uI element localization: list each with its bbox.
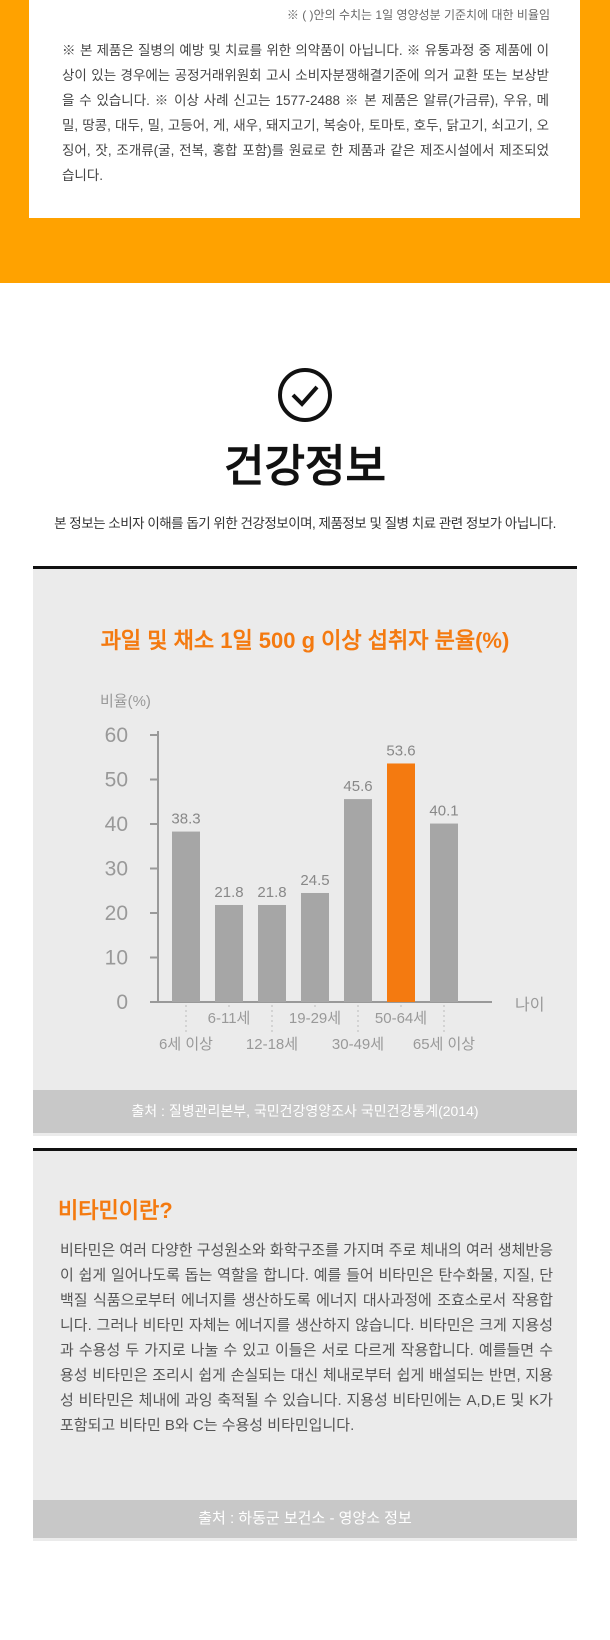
bar — [258, 904, 286, 1002]
x-tick-label: 6-11세 — [208, 1010, 251, 1027]
notice-text: ※ 본 제품은 질병의 예방 및 치료를 위한 의약품이 아닙니다. ※ 유통과… — [62, 43, 549, 183]
y-tick-label: 60 — [105, 724, 128, 747]
bar — [301, 892, 329, 1002]
health-title: 건강정보 — [224, 442, 386, 491]
chart: 과일 및 채소 1일 500 g 이상 섭취자 분율(%) 비율(%) 나이 0 10 2… — [100, 628, 544, 1053]
x-axis-label: 나이 — [515, 996, 544, 1014]
y-tick-label: 40 — [105, 813, 128, 836]
chart-source: 출처 : 질병관리본부, 국민건강영양조사 국민건강통계(2014) — [33, 1090, 577, 1133]
x-tick-label: 50-64세 — [375, 1010, 427, 1027]
vitamin-text: 비타민은 여러 다양한 구성원소와 화학구조를 가지며 주로 체내의 여러 생체… — [60, 1242, 553, 1434]
vitamin-panel — [33, 1148, 577, 1541]
notice-note: ※ ( )안의 수치는 1일 영양성분 기준치에 대한 비율임 — [286, 8, 550, 22]
value-label: 21.8 — [257, 884, 286, 901]
y-axis-label: 비율(%) — [100, 693, 151, 710]
value-label: 38.3 — [171, 811, 200, 828]
notice-box — [29, 0, 580, 218]
value-label: 53.6 — [386, 742, 415, 759]
x-tick-label: 19-29세 — [289, 1010, 341, 1027]
chart-title: 과일 및 채소 1일 500 g 이상 섭취자 분율(%) — [101, 628, 510, 653]
bar — [387, 763, 415, 1002]
bar — [215, 904, 243, 1002]
bar — [430, 823, 458, 1002]
value-label: 24.5 — [300, 872, 329, 889]
y-tick-label: 10 — [105, 947, 128, 970]
bar — [172, 831, 200, 1002]
x-tick-label: 12-18세 — [246, 1036, 298, 1053]
vitamin-source: 출처 : 하동군 보건소 - 영양소 정보 — [33, 1500, 577, 1538]
value-label: 45.6 — [343, 778, 372, 795]
x-tick-label: 65세 이상 — [413, 1036, 475, 1053]
y-tick-label: 50 — [105, 769, 128, 792]
bar — [344, 799, 372, 1002]
x-tick-label: 6세 이상 — [159, 1036, 213, 1053]
vitamin-title: 비타민이란? — [58, 1198, 173, 1223]
x-tick-label: 30-49세 — [332, 1036, 384, 1053]
chart-panel — [33, 566, 577, 1136]
check-icon — [278, 368, 332, 422]
y-tick-label: 0 — [116, 991, 128, 1014]
health-subtitle: 본 정보는 소비자 이해를 돕기 위한 건강정보이며, 제품정보 및 질병 치료… — [54, 516, 556, 531]
value-label: 21.8 — [214, 884, 243, 901]
y-tick-label: 30 — [105, 858, 128, 881]
value-label: 40.1 — [429, 803, 458, 820]
y-tick-label: 20 — [105, 902, 128, 925]
